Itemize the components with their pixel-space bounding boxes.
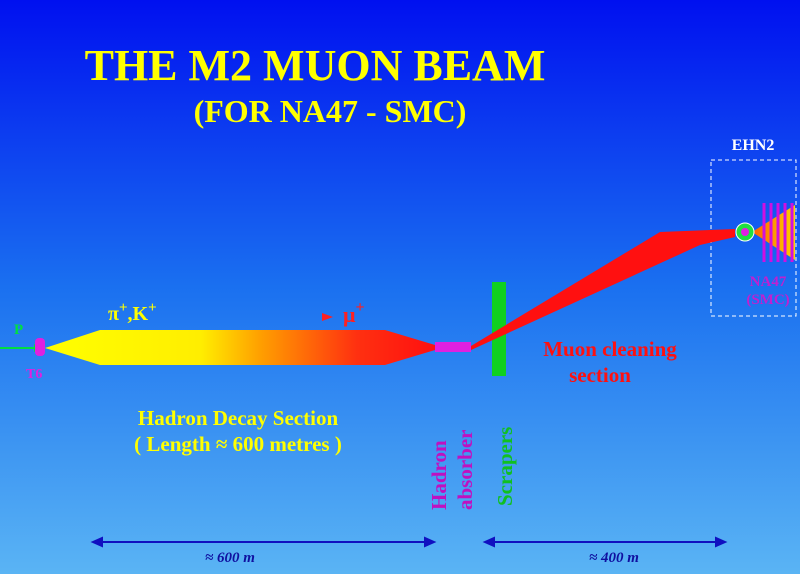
secondary-label: π+,K+ [108, 300, 157, 325]
distance-label: ≈ 600 m [205, 550, 255, 566]
distance-arrows [90, 536, 728, 548]
muon-beam [471, 229, 735, 350]
decay-line1: Hadron Decay Section [138, 406, 339, 430]
proton-label: P [14, 322, 23, 338]
hadron-absorber [435, 342, 471, 352]
absorber-line2: absorber [453, 430, 477, 511]
hall-box [710, 159, 797, 317]
hall-label: EHN2 [732, 137, 775, 154]
title: THE M2 MUON BEAM [85, 41, 546, 90]
cleaning-line1: Muon cleaning [543, 337, 677, 361]
scraper [492, 282, 506, 376]
decay-beam [45, 330, 435, 365]
muon-label: μ+ [343, 299, 365, 327]
distance-label: ≈ 400 m [589, 550, 639, 566]
cleaning-line2: section [569, 363, 631, 387]
absorber-line1: Hadron [427, 440, 451, 510]
subtitle: (FOR NA47 - SMC) [194, 93, 467, 129]
scrapers-label: Scrapers [493, 427, 517, 506]
target-label: T6 [26, 367, 42, 382]
target [35, 338, 45, 356]
arrowhead [322, 313, 333, 321]
detector-planes [762, 203, 794, 262]
target-core [741, 228, 749, 236]
experiment: NA47 [750, 274, 787, 290]
experiment-sub: (SMC) [746, 292, 789, 308]
decay-line2: ( Length ≈ 600 metres ) [134, 432, 342, 456]
